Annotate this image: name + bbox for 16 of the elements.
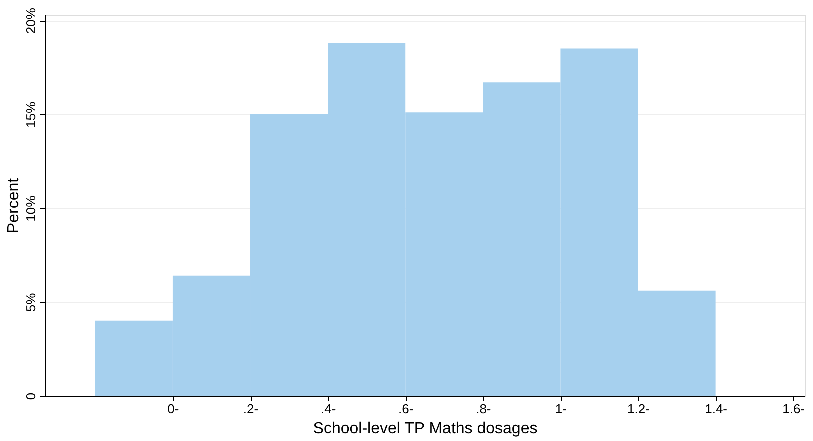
y-tick-label: 15% (24, 102, 38, 128)
y-tick-label: 5% (24, 292, 38, 312)
y-tick-label: 0 (24, 392, 38, 400)
x-tick-label: .4- (320, 402, 336, 416)
x-tick-label: .6- (398, 402, 414, 416)
x-axis-title: School-level TP Maths dosages (313, 420, 538, 438)
y-tick-label: 10% (24, 195, 38, 222)
x-tick-label: 1.4- (705, 402, 728, 416)
x-tick-label: .2- (243, 402, 259, 416)
x-tick-label: 1- (555, 402, 567, 416)
y-tick-label: 20% (24, 8, 38, 34)
y-axis-title: Percent (6, 178, 22, 234)
x-tick-label: .8- (476, 402, 492, 416)
x-tick-label: 1.2- (628, 402, 650, 416)
x-tick-label: 0- (168, 402, 180, 416)
x-tick-label: 1.6- (782, 402, 806, 416)
